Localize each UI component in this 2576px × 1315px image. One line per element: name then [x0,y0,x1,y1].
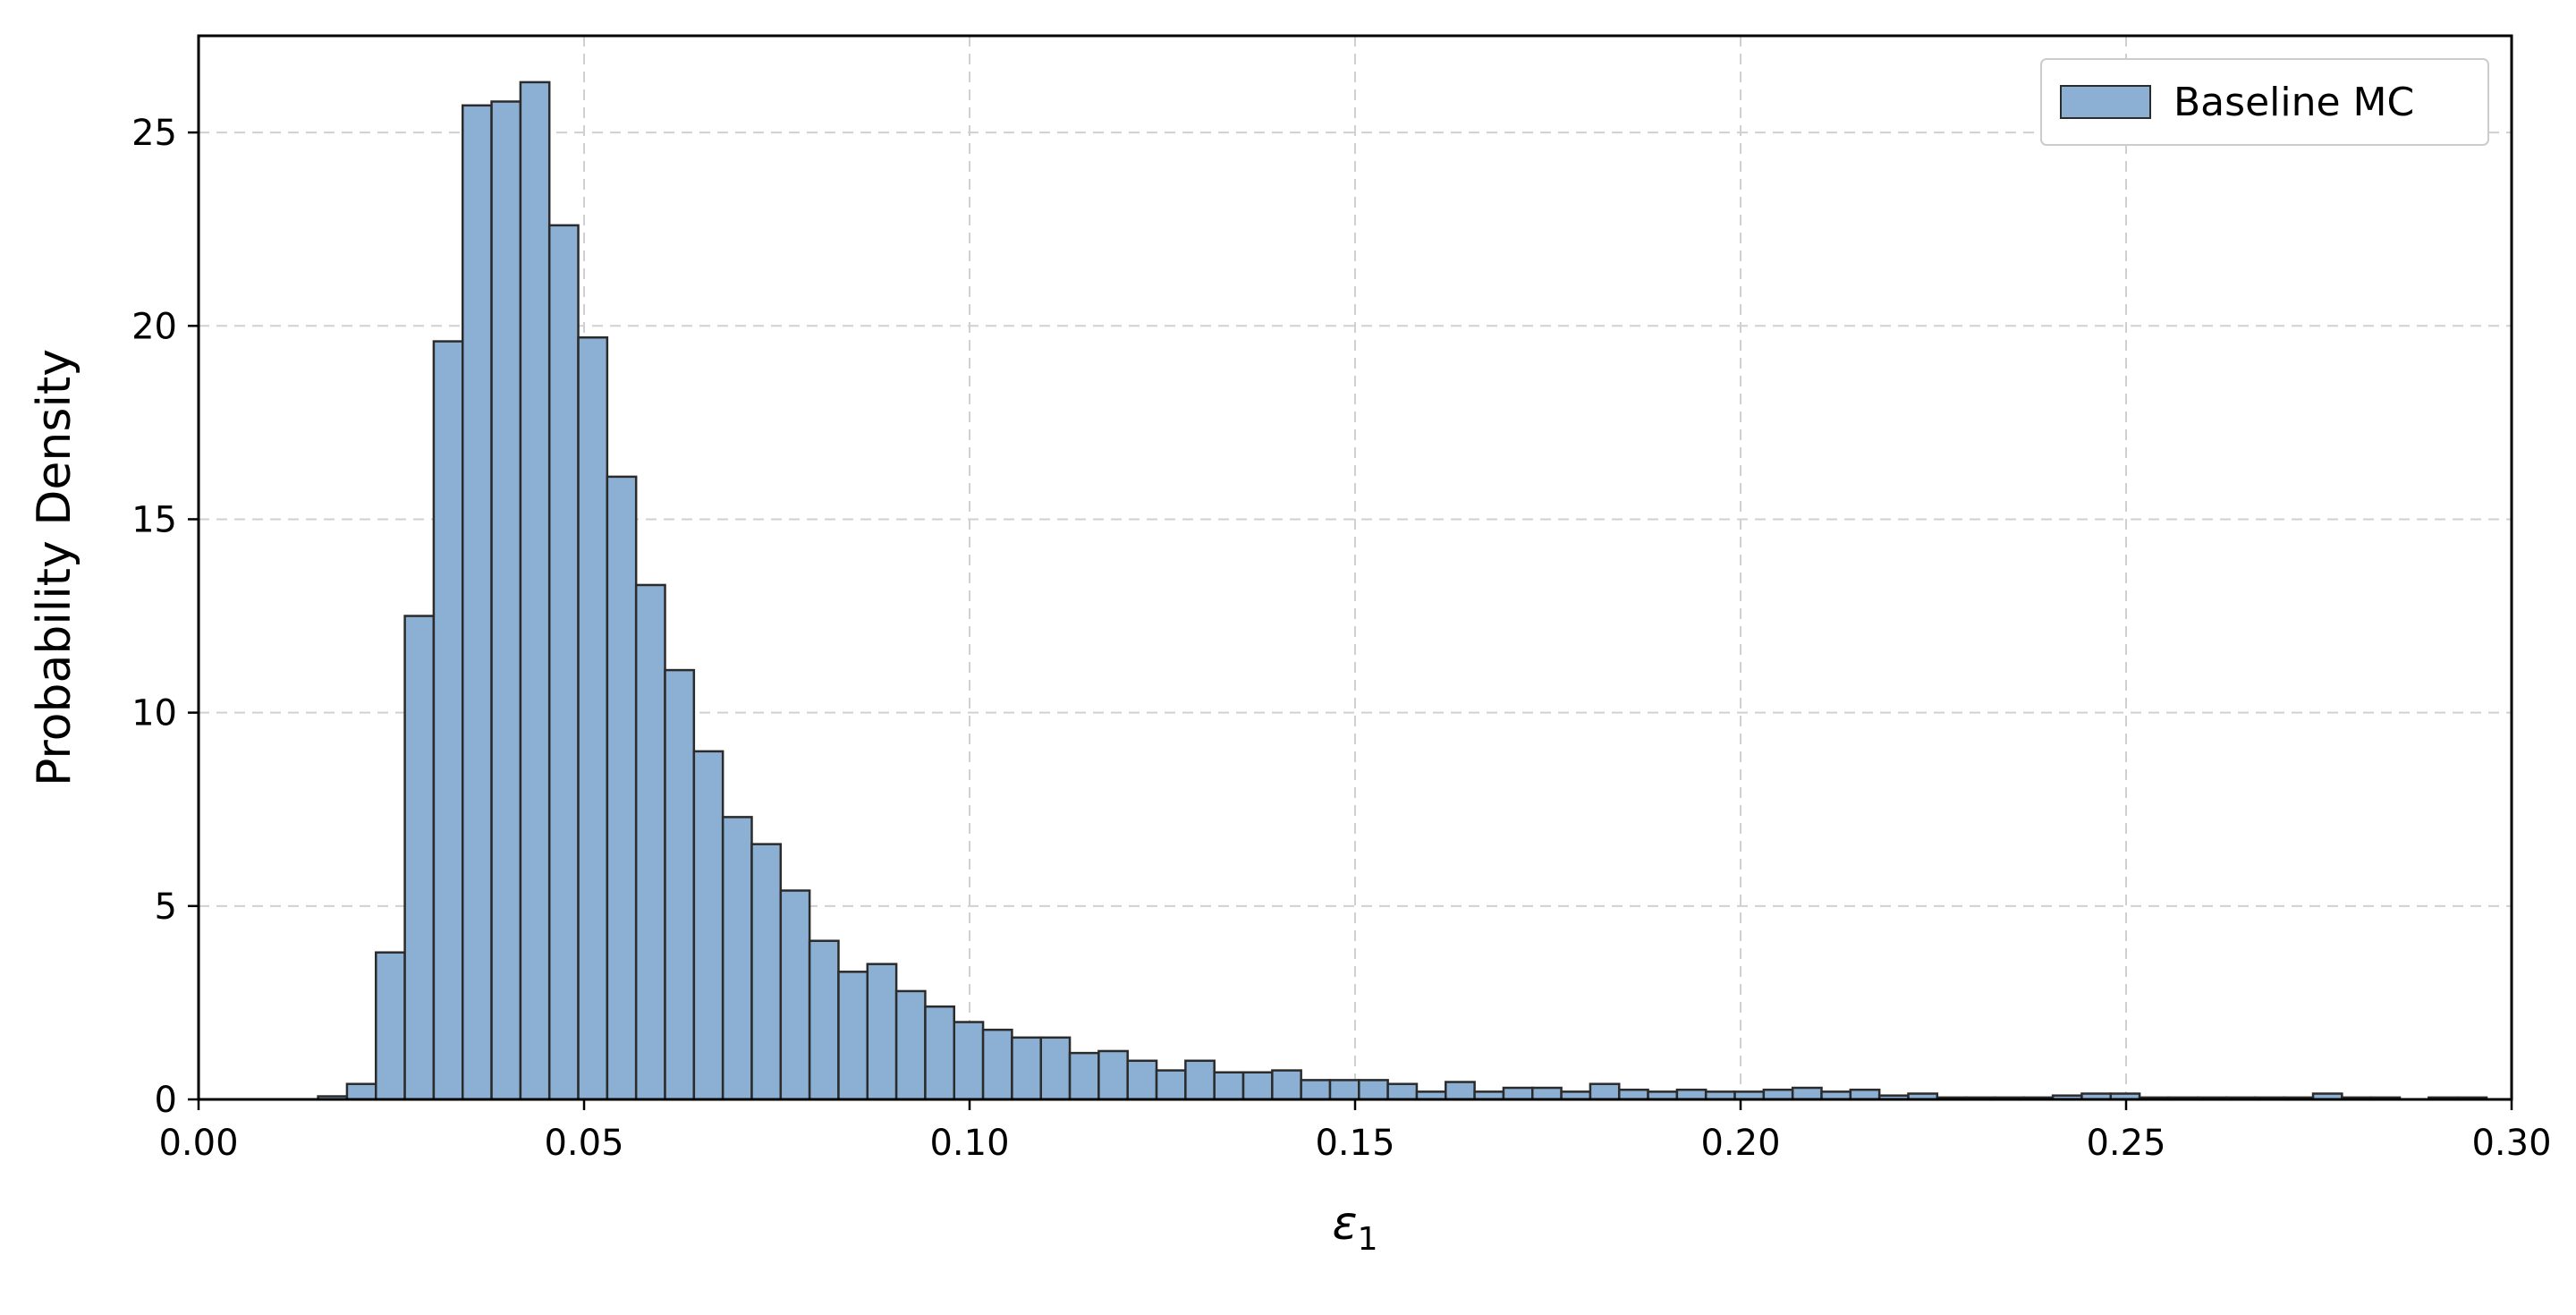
x-tick-label: 0.10 [929,1123,1009,1164]
histogram-bar [1617,1088,1649,1101]
histogram-bar [403,615,436,1101]
histogram-bar [1386,1082,1419,1101]
histogram-bars [317,81,2488,1101]
histogram-bar [461,104,493,1101]
histogram-bar [808,939,840,1101]
histogram-bar [1011,1036,1042,1101]
histogram-bar [1328,1079,1360,1101]
histogram-bar [1762,1088,1794,1101]
legend: Baseline MC [2040,58,2489,146]
histogram-bar [519,81,551,1101]
histogram-bar [837,971,869,1101]
histogram-bar [634,583,666,1101]
x-tick-label: 0.20 [1700,1123,1780,1164]
histogram-bar [490,100,522,1101]
histogram-bar [721,816,753,1101]
histogram-bar [1358,1079,1389,1101]
histogram-bar [692,750,724,1101]
y-tick-label: 15 [131,499,177,540]
x-tick-label: 0.25 [2086,1123,2165,1164]
x-tick-label: 0.30 [2471,1123,2551,1164]
histogram-bar [894,989,927,1101]
x-tick-label: 0.15 [1315,1123,1394,1164]
y-tick-label: 0 [155,1080,177,1121]
histogram-bar [1039,1036,1072,1101]
x-tick-label: 0.00 [158,1123,238,1164]
legend-label-baseline-mc: Baseline MC [2174,80,2414,125]
histogram-bar [1300,1079,1332,1101]
histogram-bar [1155,1069,1187,1101]
histogram-bar [1502,1086,1534,1101]
histogram-bar [345,1082,377,1101]
y-tick-label: 25 [131,113,177,154]
x-axis-label-main: ε [1332,1197,1357,1251]
y-axis-label: Probability Density [28,349,81,786]
histogram-bar [779,889,811,1101]
y-tick-label: 5 [155,887,177,928]
histogram-bar [547,224,580,1101]
histogram-bar [1213,1071,1245,1101]
histogram-bar [375,951,406,1101]
histogram-bar [1184,1059,1216,1101]
histogram-bar [981,1028,1013,1101]
histogram-bar [432,340,464,1101]
histogram-bar [924,1005,956,1101]
histogram-bar [1097,1049,1129,1101]
histogram-bar [866,963,898,1101]
histogram-bar [1271,1069,1302,1101]
histogram-bar [577,335,609,1101]
histogram-bar [606,475,638,1101]
x-axis-label: ε1 [1332,1197,1377,1258]
histogram-bar [1589,1082,1621,1101]
histogram-bar [953,1021,985,1101]
histogram-bar [750,843,783,1101]
y-tick-label: 10 [131,693,177,734]
legend-swatch [2060,85,2151,119]
y-axis-ticks: 0 5 10 15 20 25 [131,113,199,1121]
histogram-bar [1445,1081,1476,1101]
x-tick-label: 0.05 [544,1123,623,1164]
histogram-bar [1068,1051,1100,1101]
x-axis-label-subscript: 1 [1358,1221,1378,1258]
histogram-bar [1849,1088,1881,1101]
x-axis-ticks: 0.00 0.05 0.10 0.15 0.20 0.25 0.30 [158,1099,2552,1164]
histogram-bar [1126,1059,1158,1101]
legend-box [2040,58,2489,146]
histogram-bar [1241,1071,1274,1101]
histogram-bar [664,668,696,1101]
histogram-bar [1675,1088,1707,1101]
y-tick-label: 20 [131,306,177,347]
histogram-bar [1791,1086,1823,1101]
histogram-bar [1531,1086,1563,1101]
